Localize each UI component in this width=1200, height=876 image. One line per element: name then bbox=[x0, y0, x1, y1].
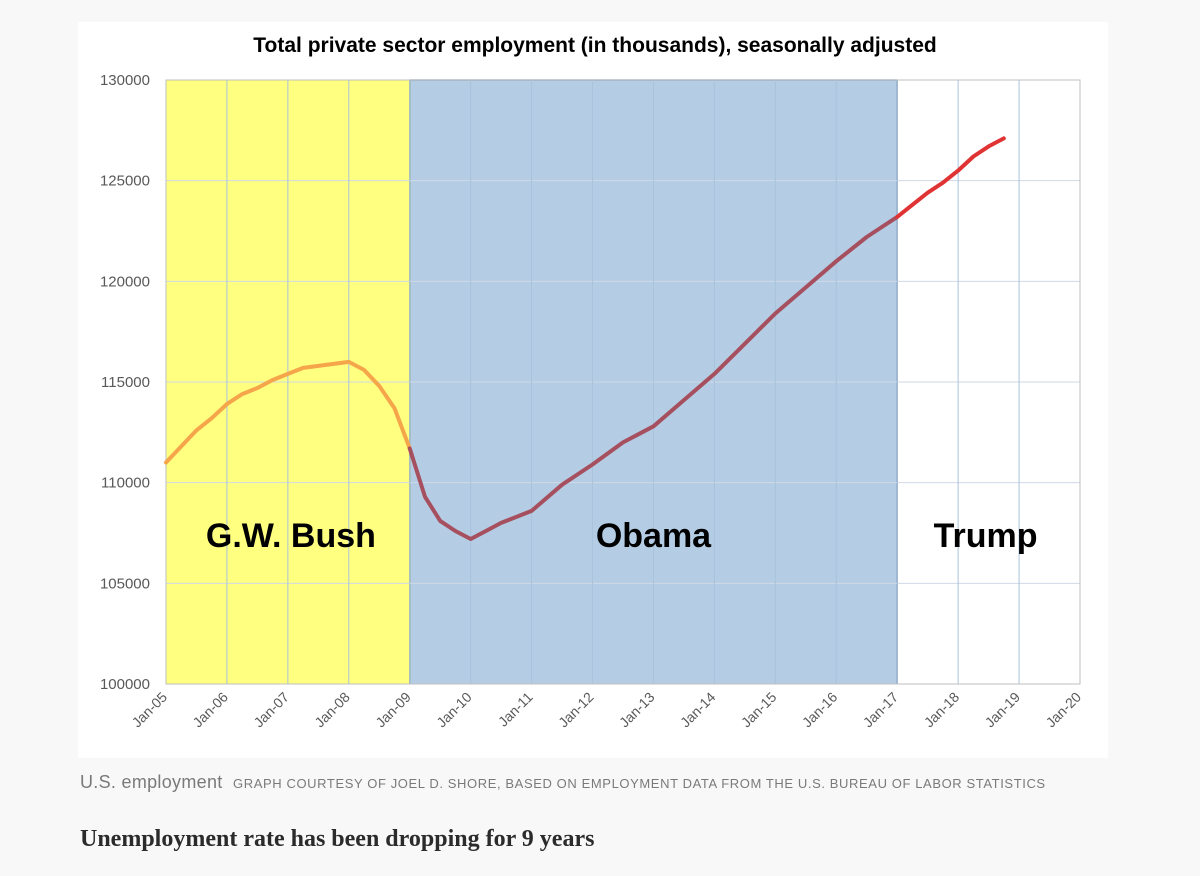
data-point bbox=[377, 384, 381, 388]
data-point bbox=[210, 416, 214, 420]
data-point bbox=[590, 462, 595, 467]
data-point bbox=[651, 424, 656, 428]
x-tick-label: Jan-10 bbox=[433, 689, 475, 731]
data-point bbox=[392, 406, 397, 410]
caption-credit: GRAPH COURTESY OF JOEL D. SHORE, BASED O… bbox=[233, 776, 1046, 791]
y-tick-label: 120000 bbox=[100, 273, 150, 290]
data-point bbox=[682, 398, 686, 402]
data-point bbox=[225, 402, 229, 406]
data-point bbox=[743, 342, 747, 346]
chart-canvas: 100000 105000 110000 115000 120000 125000 1300… bbox=[100, 34, 1085, 731]
data-point bbox=[438, 519, 442, 523]
region-label-g-w-bush: G.W. Bush bbox=[206, 517, 376, 555]
data-point bbox=[316, 364, 320, 368]
data-point bbox=[484, 529, 488, 533]
data-point bbox=[530, 509, 534, 513]
x-tick-label: Jan-06 bbox=[189, 689, 231, 731]
region-label-trump: Trump bbox=[934, 517, 1038, 555]
data-point bbox=[712, 372, 717, 376]
x-tick-label: Jan-14 bbox=[677, 689, 719, 731]
data-point bbox=[514, 515, 518, 519]
data-point bbox=[895, 215, 899, 219]
data-point bbox=[255, 386, 259, 390]
data-point bbox=[987, 144, 991, 149]
x-tick-label: Jan-18 bbox=[921, 689, 963, 731]
data-point bbox=[362, 368, 366, 372]
data-point bbox=[286, 372, 290, 376]
chart-figure: 100000 105000 110000 115000 120000 125000 1300… bbox=[78, 22, 1108, 758]
data-point bbox=[179, 444, 183, 449]
y-tick-label: 115000 bbox=[101, 374, 150, 391]
data-point bbox=[971, 154, 975, 159]
x-tick-label: Jan-05 bbox=[129, 689, 171, 731]
plot-border bbox=[165, 79, 1081, 685]
data-point bbox=[560, 483, 564, 487]
section-heading: Unemployment rate has been dropping for … bbox=[80, 826, 595, 852]
x-tick-label: Jan-07 bbox=[250, 689, 292, 731]
x-tick-label: Jan-20 bbox=[1043, 689, 1085, 731]
chart-title: Total private sector employment (in thou… bbox=[253, 34, 936, 57]
data-point bbox=[347, 360, 351, 364]
y-tick-label: 105000 bbox=[100, 575, 150, 592]
data-point bbox=[271, 378, 275, 382]
data-point bbox=[910, 203, 915, 207]
data-point bbox=[240, 392, 244, 396]
y-tick-label: 125000 bbox=[100, 173, 150, 190]
data-point bbox=[926, 191, 930, 195]
data-point bbox=[423, 495, 427, 499]
region-label-obama: Obama bbox=[596, 517, 712, 555]
caption-title: U.S. employment bbox=[80, 772, 223, 792]
x-tick-label: Jan-17 bbox=[860, 689, 902, 731]
data-point bbox=[499, 521, 503, 525]
figure-caption: U.S. employment GRAPH COURTESY OF JOEL D… bbox=[80, 772, 1120, 793]
data-point bbox=[865, 235, 869, 239]
x-tick-label: Jan-13 bbox=[616, 689, 658, 731]
data-point bbox=[834, 259, 838, 263]
data-point bbox=[164, 460, 168, 465]
data-point bbox=[804, 285, 808, 289]
x-tick-label: Jan-16 bbox=[799, 689, 841, 731]
x-tick-label: Jan-12 bbox=[555, 689, 597, 731]
data-point bbox=[331, 362, 336, 366]
data-point bbox=[621, 440, 625, 444]
y-tick-label: 100000 bbox=[100, 676, 150, 693]
x-tick-label: Jan-08 bbox=[311, 689, 353, 731]
y-tick-label: 130000 bbox=[100, 72, 150, 89]
x-tick-label: Jan-11 bbox=[495, 689, 536, 730]
data-point bbox=[301, 366, 305, 370]
data-point bbox=[194, 428, 199, 432]
data-point bbox=[773, 311, 777, 316]
series-line-trump-era bbox=[895, 136, 1006, 219]
x-tick-label: Jan-19 bbox=[982, 689, 1024, 731]
x-tick-label: Jan-15 bbox=[738, 689, 780, 731]
x-tick-label: Jan-09 bbox=[372, 689, 414, 731]
data-point bbox=[956, 169, 960, 173]
data-point bbox=[469, 537, 473, 541]
data-point bbox=[408, 446, 412, 451]
y-tick-label: 110000 bbox=[101, 475, 150, 492]
data-point bbox=[453, 529, 458, 533]
data-point bbox=[941, 181, 945, 185]
data-point bbox=[1002, 136, 1006, 140]
